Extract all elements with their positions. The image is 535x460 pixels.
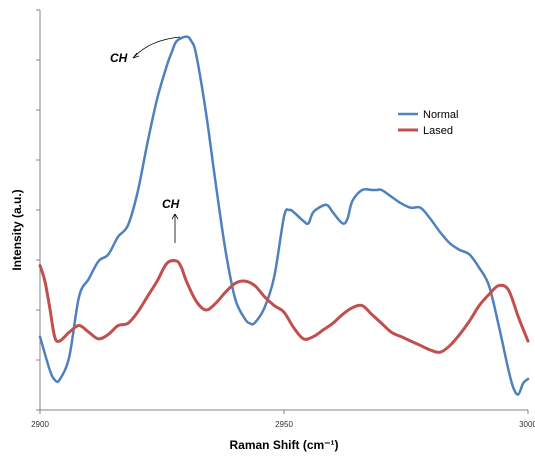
legend-label-normal: Normal (423, 109, 458, 121)
x-axis-title: Raman Shift (cm⁻¹) (229, 438, 338, 452)
legend-label-lased: Lased (423, 125, 453, 137)
annotation-arrow-normal (133, 36, 181, 58)
legend: Normal Lased (398, 109, 458, 137)
annotation-arrowhead-lased (171, 213, 179, 220)
series-line-lased (38, 259, 530, 354)
series-line-normal (38, 35, 530, 396)
x-axis-ticks: 2900 2950 3000 (31, 410, 535, 429)
y-axis-title: Intensity (a.u.) (10, 189, 24, 270)
x-tick-label-2: 3000 (519, 420, 535, 429)
x-tick-label-1: 2950 (275, 420, 293, 429)
annotation-label-normal: CH (110, 51, 128, 65)
x-tick-label-0: 2900 (31, 420, 49, 429)
y-axis-ticks (36, 9, 40, 411)
annotation-normal-peak: CH (110, 36, 181, 65)
annotation-arrowhead-normal (132, 52, 140, 59)
annotation-lased-peak: CH (162, 197, 180, 243)
annotation-label-lased: CH (162, 197, 180, 211)
